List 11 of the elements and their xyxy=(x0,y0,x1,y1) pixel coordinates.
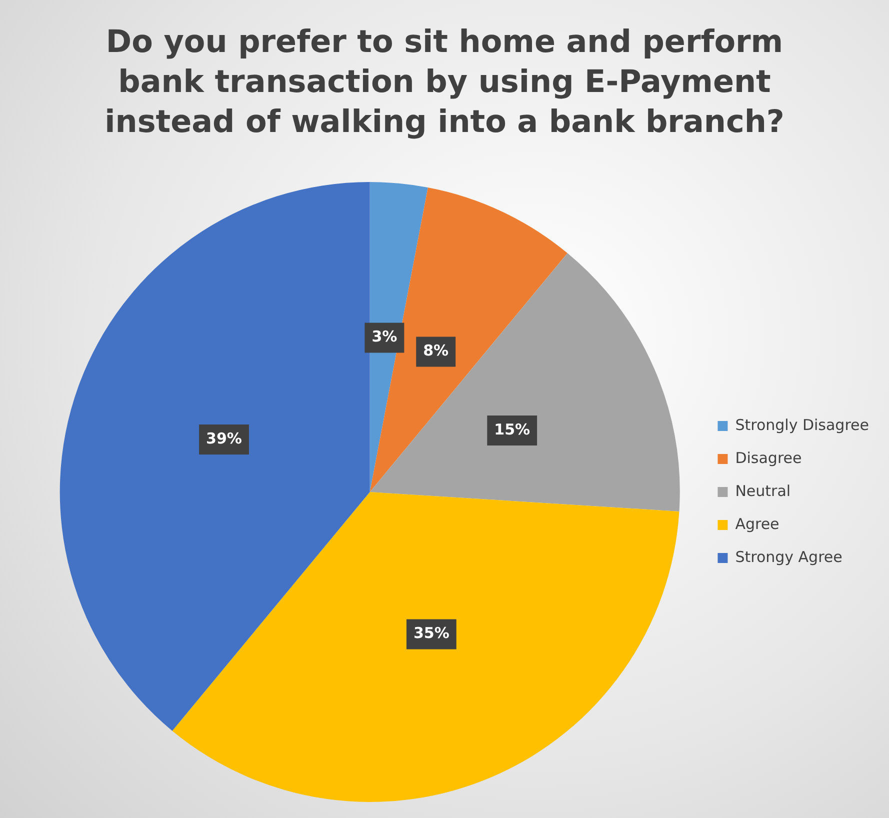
chart-title: Do you prefer to sit home and perform bank transaction by using E-Payment instead of walking into a bank branch? xyxy=(104,23,786,142)
data-label: 39% xyxy=(206,429,242,448)
data-label: 35% xyxy=(413,624,450,642)
data-label: 3% xyxy=(372,328,398,346)
legend-label: Strongy Agree xyxy=(735,548,842,566)
data-label: 15% xyxy=(494,420,530,438)
legend-label: Disagree xyxy=(735,448,802,467)
data-label: 8% xyxy=(423,342,449,360)
legend-label: Agree xyxy=(735,514,780,533)
legend-label: Neutral xyxy=(735,482,791,500)
legend-label: Strongly Disagree xyxy=(735,416,870,434)
